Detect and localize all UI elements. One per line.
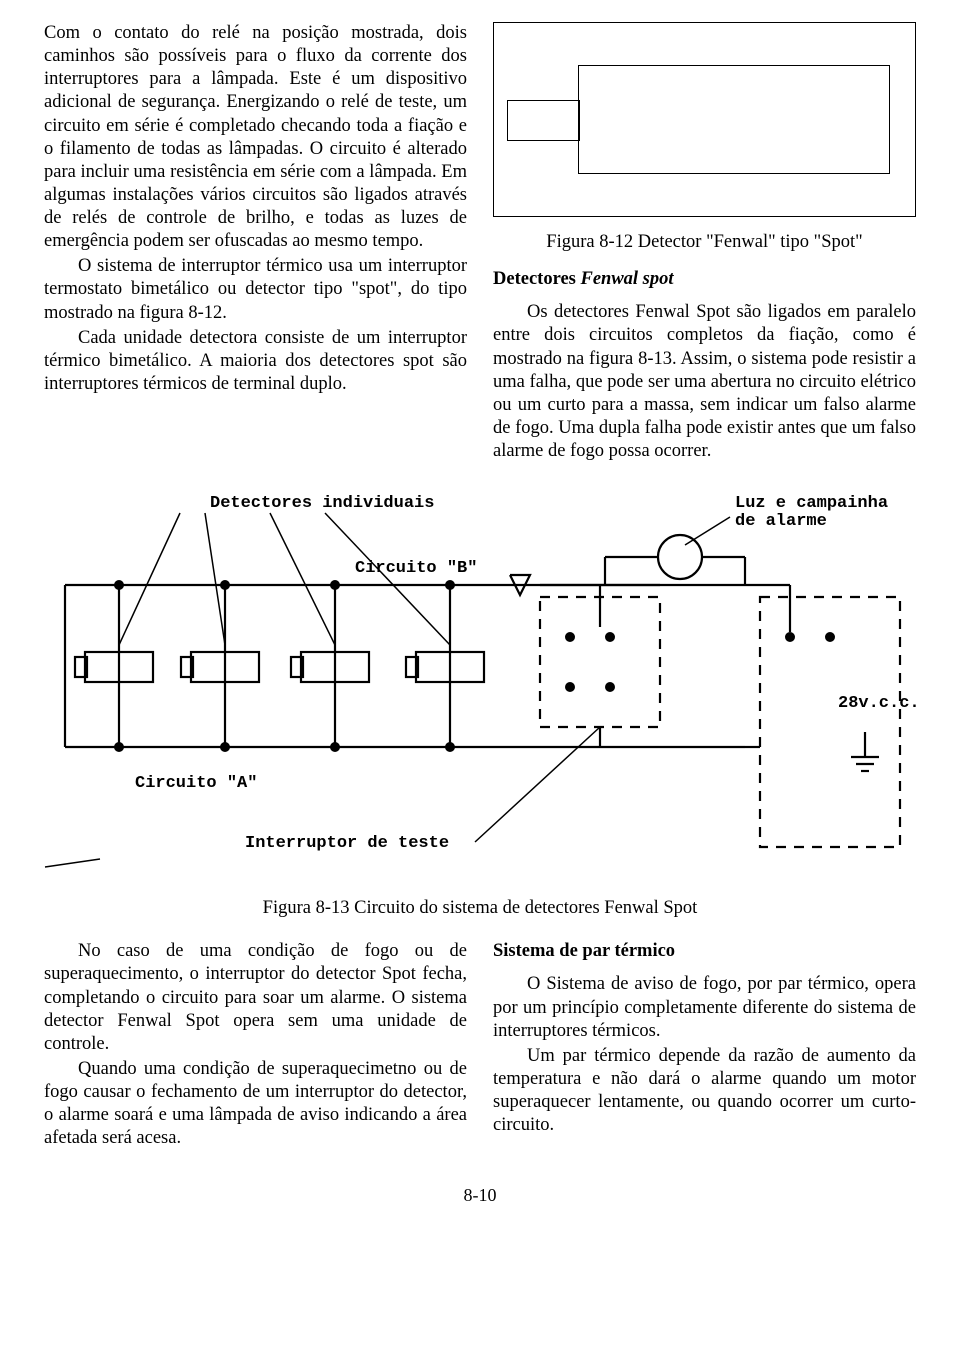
detector-2 bbox=[181, 580, 259, 752]
figure-8-12-caption: Figura 8-12 Detector "Fenwal" tipo "Spot… bbox=[493, 231, 916, 254]
paragraph: O sistema de interruptor térmico usa um … bbox=[44, 255, 467, 324]
top-columns: Com o contato do relé na posição mostrad… bbox=[44, 22, 916, 463]
label-circuito-a: Circuito "A" bbox=[135, 774, 257, 793]
detector-4 bbox=[406, 580, 484, 752]
paragraph: Um par térmico depende da razão de aumen… bbox=[493, 1045, 916, 1138]
paragraph: Quando uma condição de superaquecimetno … bbox=[44, 1058, 467, 1151]
paragraph: O Sistema de aviso de fogo, por par térm… bbox=[493, 973, 916, 1042]
label-luz-line2: de alarme bbox=[735, 512, 827, 531]
label-voltage: 28v.c.c. bbox=[838, 694, 916, 713]
label-interruptor: Interruptor de teste bbox=[245, 834, 449, 853]
paragraph: Cada unidade detectora consiste de um in… bbox=[44, 327, 467, 396]
figure-8-13-caption: Figura 8-13 Circuito do sistema de detec… bbox=[44, 897, 916, 920]
figure-8-13: .wire{stroke:#000000;stroke-width:2.2;fi… bbox=[44, 487, 916, 887]
detector-3 bbox=[291, 580, 369, 752]
label-circuito-b: Circuito "B" bbox=[355, 559, 477, 578]
figure-8-12-image bbox=[493, 22, 916, 217]
paragraph: Os detectores Fenwal Spot são ligados em… bbox=[493, 301, 916, 463]
label-luz-line1: Luz e campainha bbox=[735, 494, 888, 513]
heading-sistema-par-termico: Sistema de par térmico bbox=[493, 940, 916, 963]
bottom-columns: No caso de uma condição de fogo ou de su… bbox=[44, 940, 916, 1150]
paragraph: Com o contato do relé na posição mostrad… bbox=[44, 22, 467, 253]
page-number: 8-10 bbox=[44, 1184, 916, 1207]
figure-8-13-svg: .wire{stroke:#000000;stroke-width:2.2;fi… bbox=[44, 487, 916, 887]
label-detectores: Detectores individuais bbox=[210, 494, 434, 513]
paragraph: No caso de uma condição de fogo ou de su… bbox=[44, 940, 467, 1056]
heading-detectores-fenwal-spot: Detectores Fenwal spot bbox=[493, 268, 916, 291]
detector-1 bbox=[75, 580, 153, 752]
figure-8-12-block: Figura 8-12 Detector "Fenwal" tipo "Spot… bbox=[493, 22, 916, 254]
